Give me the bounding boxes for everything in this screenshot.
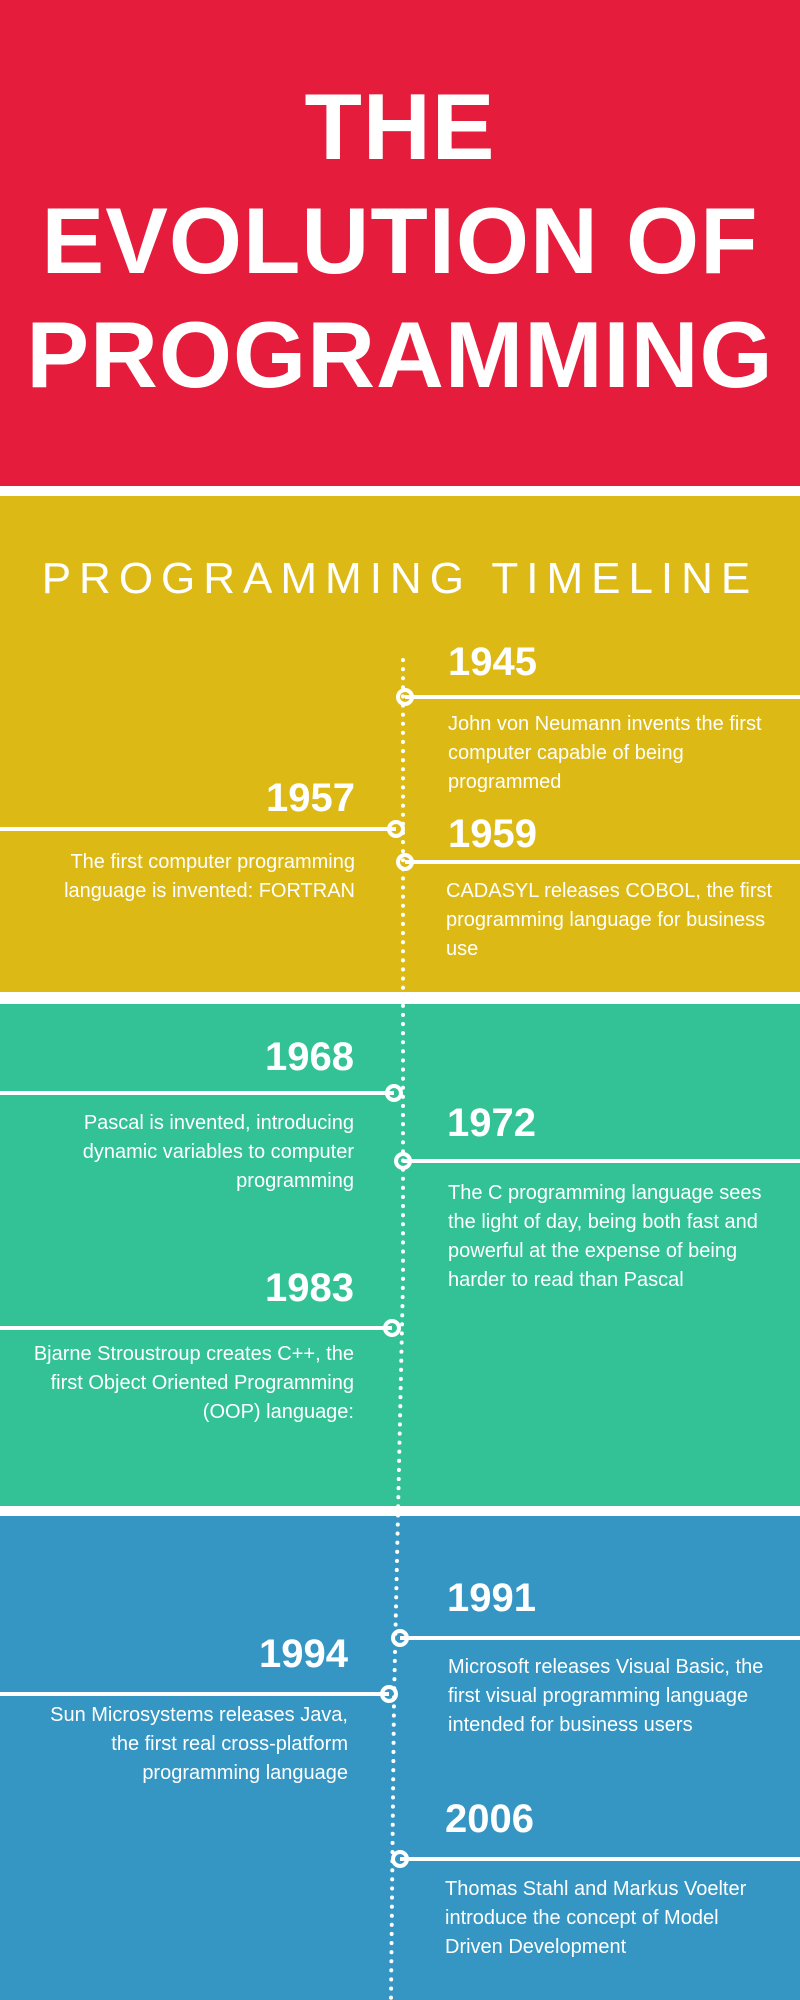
year-1957: 1957 [266,776,355,820]
header-banner: THE EVOLUTION OF PROGRAMMING [0,0,800,486]
year-1945: 1945 [448,640,537,684]
year-1983: 1983 [265,1266,354,1310]
event-description-2006: Thomas Stahl and Markus Voelter introduc… [445,1878,747,1958]
page-title-line-3: PROGRAMMING [26,302,774,407]
event-description-1994: Sun Microsystems releases Java, the firs… [50,1704,348,1784]
year-1972: 1972 [447,1101,536,1145]
event-description-1957: The first computer programming language … [64,851,355,902]
event-description-1968: Pascal is invented, introducing dynamic … [82,1112,354,1192]
year-1991: 1991 [447,1576,536,1620]
event-description-1945: John von Neumann invents the first compu… [448,713,762,793]
year-2006: 2006 [445,1797,534,1841]
year-1994: 1994 [259,1632,348,1676]
event-description-1959: CADASYL releases COBOL, the first progra… [446,880,773,960]
section-subtitle: PROGRAMMING TIMELINE [41,554,759,603]
page-title-line-1: THE [304,74,496,179]
event-description-1991: Microsoft releases Visual Basic, the fir… [448,1656,764,1736]
event-description-1972: The C programming language sees the ligh… [448,1182,762,1291]
event-description-1983: Bjarne Stroustroup creates C++, the firs… [33,1343,354,1423]
page-title-line-2: EVOLUTION OF [41,188,759,293]
year-1959: 1959 [448,812,537,856]
year-1968: 1968 [265,1035,354,1079]
